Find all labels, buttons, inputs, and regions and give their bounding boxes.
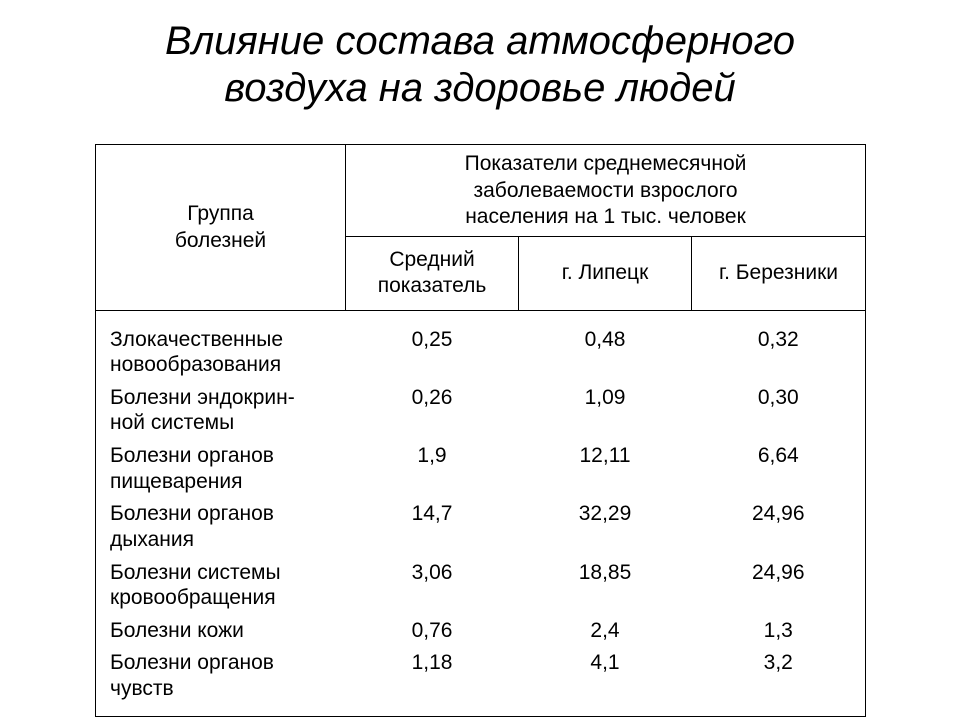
- row-label-line: ной системы: [110, 411, 234, 434]
- table-row: Болезни органов пищеварения 1,912,116,64: [96, 436, 866, 494]
- cell-value: 0,76: [346, 611, 519, 644]
- header-text: населения на 1 тыс. человек: [465, 205, 746, 228]
- header-text: г. Березники: [719, 261, 838, 284]
- row-label: Болезни эндокрин-ной системы: [96, 378, 346, 436]
- row-label-line: Болезни органов: [110, 502, 274, 525]
- row-label: Болезни органов чувств: [96, 643, 346, 716]
- row-label: Болезни системыкровообращения: [96, 553, 346, 611]
- table-row: Злокачественныеновообразования0,250,480,…: [96, 310, 866, 378]
- row-label-line: Болезни органов: [110, 651, 274, 674]
- title-line-1: Влияние состава атмосферного: [165, 19, 795, 63]
- cell-value: 1,9: [346, 436, 519, 494]
- slide: Влияние состава атмосферного воздуха на …: [0, 0, 960, 720]
- header-text: показатель: [378, 274, 487, 297]
- cell-value: 24,96: [692, 553, 866, 611]
- col-header-span: Показатели среднемесячной заболеваемости…: [346, 145, 866, 237]
- cell-value: 0,25: [346, 310, 519, 378]
- col-header-berezniki: г. Березники: [692, 237, 866, 311]
- cell-value: 14,7: [346, 494, 519, 552]
- cell-value: 32,29: [519, 494, 692, 552]
- row-label-line: пищеварения: [110, 470, 242, 493]
- cell-value: 3,2: [692, 643, 866, 716]
- row-label-line: дыхания: [110, 528, 194, 551]
- cell-value: 4,1: [519, 643, 692, 716]
- cell-value: 0,32: [692, 310, 866, 378]
- row-label-line: чувств: [110, 677, 174, 700]
- cell-value: 1,09: [519, 378, 692, 436]
- row-label: Болезни органов пищеварения: [96, 436, 346, 494]
- row-label: Болезни органов дыхания: [96, 494, 346, 552]
- row-label-line: Болезни эндокрин-: [110, 386, 295, 409]
- row-label-line: Болезни системы: [110, 561, 281, 584]
- table-row: Болезни кожи 0,762,41,3: [96, 611, 866, 644]
- table-row: Болезни органов дыхания 14,732,2924,96: [96, 494, 866, 552]
- table-row: Болезни эндокрин-ной системы0,261,090,30: [96, 378, 866, 436]
- row-label-line: Болезни органов: [110, 444, 274, 467]
- table-container: Группа болезней Показатели среднемесячно…: [95, 144, 865, 716]
- col-header-avg: Средний показатель: [346, 237, 519, 311]
- cell-value: 0,26: [346, 378, 519, 436]
- header-text: Показатели среднемесячной: [465, 152, 747, 175]
- cell-value: 0,30: [692, 378, 866, 436]
- header-text: заболеваемости взрослого: [473, 179, 737, 202]
- row-label-line: Болезни кожи: [110, 619, 244, 642]
- cell-value: 12,11: [519, 436, 692, 494]
- header-text: Средний: [389, 248, 474, 271]
- disease-table: Группа болезней Показатели среднемесячно…: [95, 144, 866, 716]
- slide-title: Влияние состава атмосферного воздуха на …: [40, 18, 920, 112]
- header-text: болезней: [175, 229, 266, 252]
- row-label-line: кровообращения: [110, 586, 276, 609]
- title-line-2: воздуха на здоровье людей: [224, 66, 735, 110]
- cell-value: 0,48: [519, 310, 692, 378]
- row-label-line: новообразования: [110, 353, 281, 376]
- col-header-group: Группа болезней: [96, 145, 346, 310]
- table-body: Злокачественныеновообразования0,250,480,…: [96, 310, 866, 716]
- cell-value: 3,06: [346, 553, 519, 611]
- cell-value: 2,4: [519, 611, 692, 644]
- header-text: Группа: [187, 202, 254, 225]
- row-label: Болезни кожи: [96, 611, 346, 644]
- cell-value: 24,96: [692, 494, 866, 552]
- table-row: Болезни органов чувств 1,184,13,2: [96, 643, 866, 716]
- header-text: г. Липецк: [562, 261, 649, 284]
- table-row: Болезни системыкровообращения3,0618,8524…: [96, 553, 866, 611]
- cell-value: 1,3: [692, 611, 866, 644]
- cell-value: 18,85: [519, 553, 692, 611]
- row-label: Злокачественныеновообразования: [96, 310, 346, 378]
- cell-value: 6,64: [692, 436, 866, 494]
- col-header-lipetsk: г. Липецк: [519, 237, 692, 311]
- row-label-line: Злокачественные: [110, 328, 283, 351]
- cell-value: 1,18: [346, 643, 519, 716]
